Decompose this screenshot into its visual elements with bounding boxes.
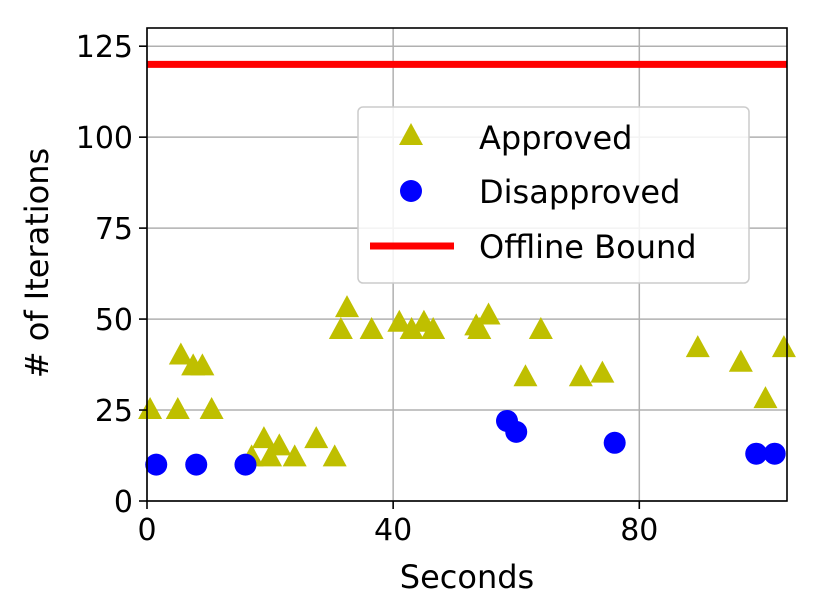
y-tick-label: 0 (114, 485, 133, 520)
approved-point (199, 397, 224, 420)
approved-point (267, 433, 292, 456)
legend-triangle-marker (399, 123, 423, 145)
legend-circle-marker (400, 180, 422, 202)
x-tick-label: 40 (374, 513, 412, 548)
approved-point (399, 316, 424, 339)
disapproved-point (185, 453, 208, 476)
approved-point (304, 426, 329, 449)
disapproved-point (234, 453, 257, 476)
legend: Approved Disapproved Offline Bound (357, 106, 750, 284)
legend-box (357, 106, 750, 284)
approved-point (771, 335, 796, 358)
approved-point (322, 444, 347, 467)
approved-point (190, 353, 215, 376)
plot-frame (146, 27, 788, 502)
approved-point (328, 316, 353, 339)
approved-point (467, 316, 492, 339)
x-tick-label: 0 (137, 513, 156, 548)
disapproved-point (763, 442, 786, 465)
approved-point (590, 360, 615, 383)
x-tick-label: 80 (620, 513, 658, 548)
axis-ticks: 0 25 50 75 100 125 0 40 80 (76, 30, 659, 548)
approved-point (528, 316, 553, 339)
x-axis-label: Seconds (400, 558, 534, 596)
approved-point (753, 386, 778, 409)
approved-point (568, 364, 593, 387)
approved-point (251, 426, 276, 449)
y-tick-label: 100 (76, 121, 133, 156)
approved-point (359, 316, 384, 339)
approved-point (685, 335, 710, 358)
disapproved-point (505, 420, 528, 443)
approved-point (168, 342, 193, 365)
approved-point (282, 444, 307, 467)
y-tick-label: 75 (95, 212, 133, 247)
plot-area (138, 60, 796, 476)
y-tick-label: 50 (95, 303, 133, 338)
approved-point (513, 364, 538, 387)
disapproved-point (603, 431, 626, 454)
legend-label-approved: Approved (479, 119, 632, 157)
y-tick-label: 125 (76, 30, 133, 65)
approved-point (165, 397, 190, 420)
approved-point (335, 295, 359, 318)
approved-point (728, 349, 753, 372)
approved-point (421, 316, 446, 339)
disapproved-point (145, 453, 168, 476)
approved-point (138, 397, 163, 420)
legend-label-offline-bound: Offline Bound (479, 228, 697, 266)
y-tick-label: 25 (95, 394, 133, 429)
approved-point (387, 309, 412, 332)
approved-point (476, 302, 501, 325)
y-axis-label: # of Iterations (18, 148, 56, 378)
disapproved-point (745, 442, 768, 465)
legend-label-disapproved: Disapproved (479, 173, 680, 211)
